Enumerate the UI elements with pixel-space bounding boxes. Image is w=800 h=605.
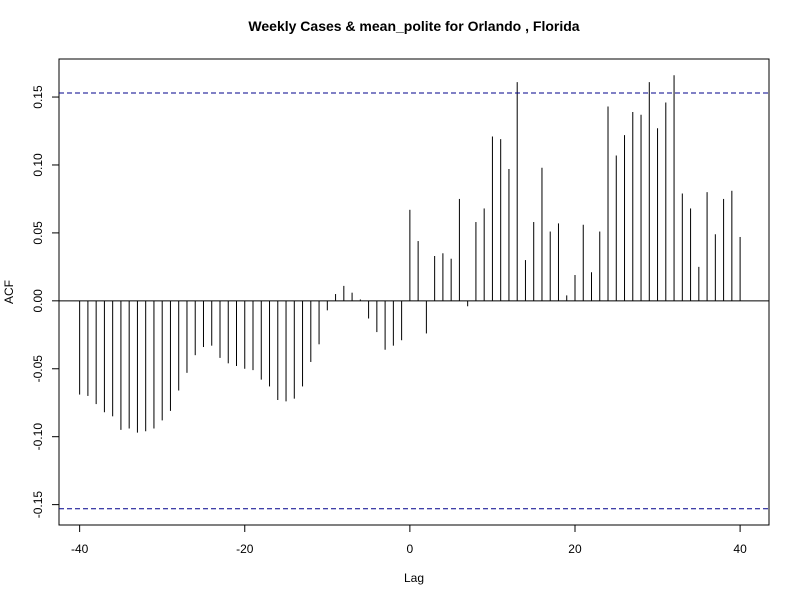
y-tick-label: 0.00	[31, 289, 45, 313]
y-tick-label: -0.10	[31, 423, 45, 451]
x-axis-title: Lag	[404, 571, 424, 585]
y-tick-label: 0.10	[31, 153, 45, 177]
x-tick-label: -40	[71, 542, 89, 556]
chart-title: Weekly Cases & mean_polite for Orlando ,…	[248, 18, 579, 34]
plot-frame	[58, 58, 770, 526]
y-tick-label: -0.15	[31, 491, 45, 519]
confidence-bounds	[59, 92, 769, 510]
x-tick-label: 20	[568, 542, 582, 556]
y-tick-label: 0.05	[31, 221, 45, 245]
y-tick-label: -0.05	[31, 355, 45, 383]
x-tick-label: 0	[407, 542, 414, 556]
y-axis-title: ACF	[2, 280, 16, 304]
acf-bars	[79, 75, 741, 433]
x-tick-label: 40	[733, 542, 747, 556]
x-tick-label: -20	[236, 542, 254, 556]
y-axis: -0.15 -0.10 -0.05 0.00 0.05 0.10 0.15	[31, 85, 60, 519]
x-axis: -40 -20 0 20 40	[71, 524, 747, 556]
y-tick-label: 0.15	[31, 85, 45, 109]
